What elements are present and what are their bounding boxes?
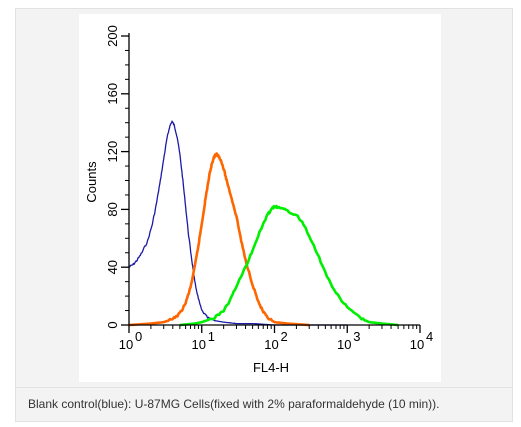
series-curves: [128, 120, 399, 327]
series-line-2: [128, 152, 310, 327]
y-tick-label: 200: [105, 25, 120, 47]
x-tick-base: 10: [192, 337, 206, 352]
x-tick-label: 104: [410, 329, 433, 352]
x-tick-base: 10: [337, 337, 351, 352]
x-tick-exponent: 4: [426, 329, 433, 344]
x-tick-base: 10: [264, 337, 278, 352]
x-axis-title: FL4-H: [253, 360, 289, 375]
axes: [128, 33, 420, 326]
y-tick-label: 40: [105, 260, 120, 274]
x-tick-base: 10: [410, 337, 424, 352]
series-line-1: [128, 120, 348, 326]
x-tick-label: 100: [119, 329, 142, 352]
series-line-3: [179, 204, 399, 327]
y-tick-label: 160: [105, 83, 120, 105]
y-axis-title: Counts: [84, 161, 99, 203]
x-tick-label: 101: [192, 329, 215, 352]
x-tick-base: 10: [119, 337, 133, 352]
x-tick-exponent: 0: [135, 329, 142, 344]
x-tick-exponent: 1: [208, 329, 215, 344]
y-tick-label: 80: [105, 202, 120, 216]
x-tick-label: 102: [264, 329, 287, 352]
y-tick-label: 120: [105, 141, 120, 163]
y-tick-label: 0: [105, 321, 120, 328]
x-tick-label: 103: [337, 329, 360, 352]
x-tick-exponent: 3: [353, 329, 360, 344]
x-tick-exponent: 2: [281, 329, 288, 344]
plot-panel: [79, 14, 441, 382]
caption-bar: Blank control(blue): U-87MG Cells(fixed …: [15, 388, 513, 422]
figure-caption: Blank control(blue): U-87MG Cells(fixed …: [28, 397, 440, 411]
